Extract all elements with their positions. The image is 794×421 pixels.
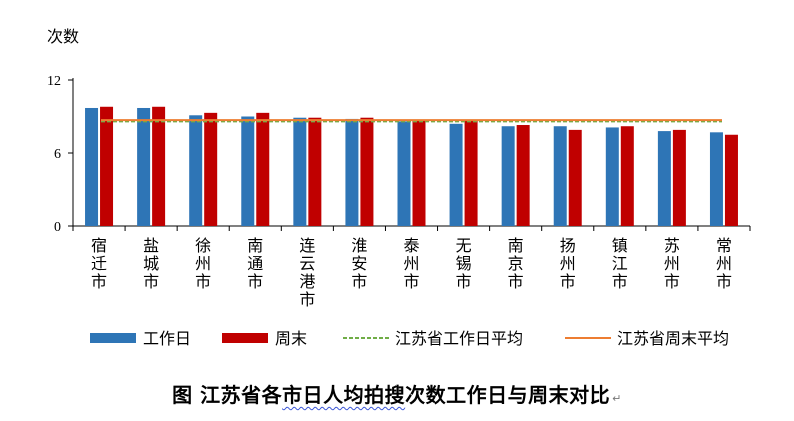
- x-tick-label: 镇江市: [612, 236, 628, 291]
- y-axis-label: 次数: [47, 27, 79, 46]
- paragraph-mark-icon: ↵: [612, 392, 622, 405]
- bar-周末: [724, 134, 738, 226]
- x-tick-label: 南通市: [247, 236, 263, 291]
- x-tick-label: 苏州市: [664, 236, 680, 291]
- x-tick-label: 淮安市: [351, 236, 367, 291]
- bar-周末: [568, 129, 582, 226]
- bar-工作日: [293, 117, 307, 226]
- legend-label: 江苏省周末平均: [617, 329, 729, 348]
- x-tick-label: 徐州市: [195, 236, 211, 291]
- bar-chart: 次数 0 6 12 宿迁市 盐城市 徐州市 南通市 连云港市 淮安市 泰州市 无锡市 南京市 扬州市 镇江…: [47, 27, 751, 348]
- caption-text-start: 图 江苏省各: [172, 383, 283, 407]
- bar-工作日: [241, 116, 255, 226]
- legend-label: 江苏省工作日平均: [395, 329, 523, 348]
- legend-swatch: [90, 333, 136, 343]
- bar-工作日: [449, 123, 463, 226]
- bar-工作日: [137, 107, 151, 226]
- caption-text-underlined: 市日人均拍搜: [282, 383, 406, 407]
- figure-caption: 图 江苏省各市日人均拍搜次数工作日与周末对比 ↵: [0, 379, 794, 408]
- bar-工作日: [345, 118, 359, 226]
- x-tick-label: 宿迁市: [91, 236, 107, 291]
- bar-周末: [100, 106, 114, 226]
- legend-swatch: [222, 333, 268, 343]
- bar-周末: [308, 117, 322, 226]
- legend-label: 工作日: [143, 329, 191, 348]
- y-tick-label: 0: [54, 220, 61, 235]
- caption-text-end: 次数工作日与周末对比: [405, 383, 611, 407]
- x-tick-label: 盐城市: [143, 236, 159, 291]
- bar-周末: [464, 120, 478, 226]
- x-tick-label: 泰州市: [403, 236, 419, 291]
- x-tick-label: 扬州市: [560, 236, 576, 291]
- bar-工作日: [605, 127, 619, 226]
- plot-area: 0 6 12 宿迁市 盐城市 徐州市 南通市 连云港市 淮安市 泰州市 无锡市 南京市 扬州市 镇江市 苏州…: [47, 74, 751, 309]
- bar-工作日: [553, 126, 567, 226]
- bar-工作日: [501, 126, 515, 226]
- x-tick-label: 常州市: [716, 236, 732, 291]
- bar-周末: [516, 125, 530, 226]
- bar-周末: [204, 112, 218, 226]
- bar-工作日: [657, 131, 671, 226]
- x-tick-label: 连云港市: [299, 236, 315, 309]
- legend-label: 周末: [275, 329, 307, 348]
- bar-周末: [152, 106, 166, 226]
- y-tick-label: 6: [54, 147, 61, 162]
- x-tick-label: 无锡市: [456, 236, 472, 291]
- legend: 工作日 周末 江苏省工作日平均 江苏省周末平均: [90, 329, 729, 348]
- bar-周末: [620, 126, 634, 226]
- x-tick-label: 南京市: [508, 236, 524, 291]
- bar-工作日: [709, 132, 723, 226]
- bar-周末: [412, 120, 426, 226]
- bar-周末: [256, 112, 270, 226]
- y-tick-label: 12: [47, 74, 61, 89]
- bar-周末: [672, 129, 686, 226]
- bar-工作日: [85, 107, 99, 226]
- bar-工作日: [189, 115, 203, 226]
- bar-工作日: [397, 121, 411, 226]
- bar-周末: [360, 117, 374, 226]
